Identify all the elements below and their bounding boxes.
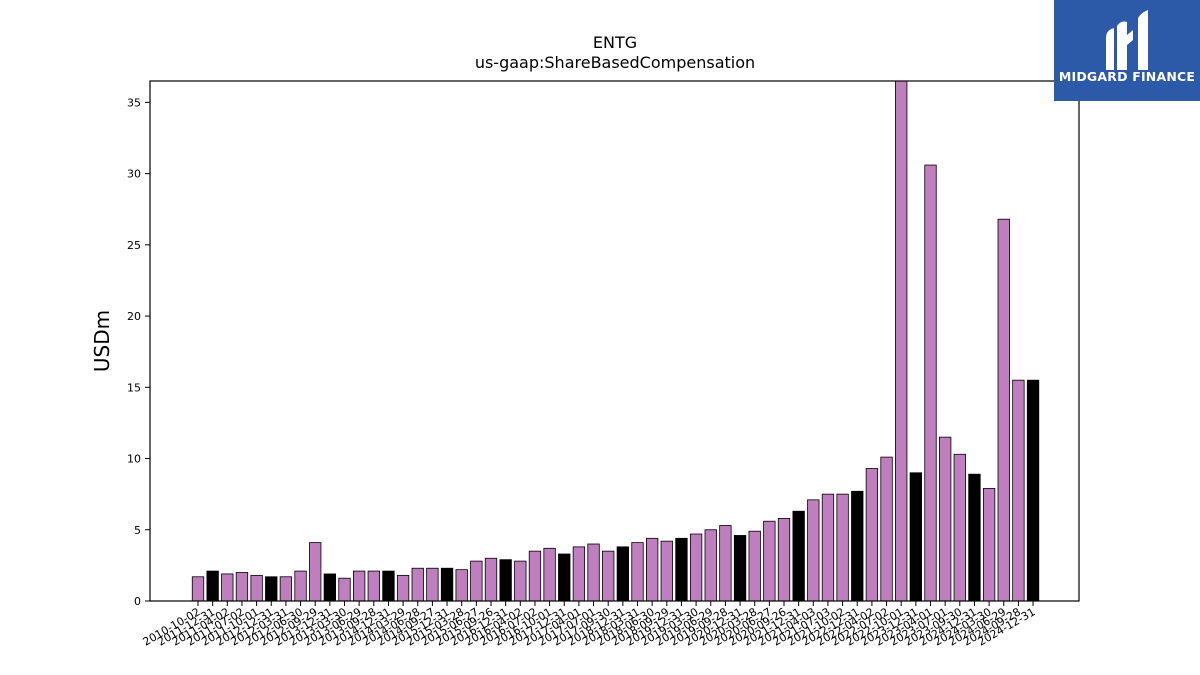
- y-tick-label-15: 15: [127, 381, 141, 394]
- bar-2010-10-02-0: [191, 576, 205, 602]
- bar-2022-10-01-48: [895, 80, 908, 602]
- bar-2018-12-31-29: [616, 546, 629, 602]
- bar-2024-12-31-57: [1026, 379, 1040, 602]
- bar-2023-07-01-51: [939, 436, 952, 602]
- bar-2013-12-31-9: [323, 573, 337, 602]
- bar-2024-09-28-56: [1012, 379, 1025, 602]
- chart-subtitle: us-gaap:ShareBasedCompensation: [475, 53, 755, 72]
- bar-2016-07-02-23: [528, 550, 542, 602]
- bar-2022-12-31-45: [851, 490, 864, 602]
- bar-2016-10-01-24: [543, 547, 556, 602]
- bar-2017-12-31-25: [558, 553, 571, 602]
- bar-2020-12-31-37: [733, 535, 747, 602]
- bar-2015-06-27-19: [470, 560, 483, 602]
- bar-2023-04-01-50: [924, 164, 937, 602]
- bar-2012-12-31-5: [265, 576, 278, 602]
- y-tick-label-5: 5: [134, 524, 141, 537]
- bar-2020-06-27-39: [763, 520, 776, 602]
- chart-title: ENTG: [593, 33, 637, 52]
- bar-2024-12-31-53: [968, 473, 981, 602]
- bar-2013-09-28-12: [367, 570, 380, 602]
- bar-2021-07-03-43: [821, 493, 835, 602]
- bar-2019-03-30-34: [689, 533, 703, 602]
- y-tick-label-35: 35: [127, 96, 141, 109]
- bar-2023-09-30-52: [953, 453, 966, 602]
- bar-2012-03-31-6: [279, 576, 293, 602]
- bars-group: [191, 80, 1040, 602]
- bar-2011-04-02-2: [221, 573, 234, 602]
- plot-frame: [149, 80, 1080, 602]
- bar-2014-03-29-14: [396, 574, 410, 602]
- bar-2020-09-26-40: [777, 517, 791, 602]
- bar-2021-10-02-44: [836, 493, 849, 602]
- midgard-finance-logo: MIDGARD FINANCE: [1054, 0, 1200, 101]
- bar-2013-03-30-10: [338, 577, 351, 602]
- bar-2012-09-29-8: [309, 542, 322, 602]
- bar-2018-09-29-32: [660, 540, 673, 602]
- bar-2017-09-30-28: [602, 550, 615, 602]
- bar-2022-07-02-47: [880, 456, 893, 602]
- y-ticks-group: 0 5 10 15 20 25 30 35: [127, 96, 150, 608]
- y-tick-label-0: 0: [134, 595, 141, 608]
- bar-2014-06-28-15: [411, 567, 424, 602]
- midgard-finance-logo-icon: [1106, 10, 1148, 70]
- bar-2021-04-03-42: [807, 499, 820, 602]
- bar-2023-12-31-49: [909, 472, 922, 602]
- y-axis-label: USDm: [90, 310, 114, 372]
- bar-2020-03-28-38: [748, 530, 761, 602]
- bar-2021-12-31-41: [792, 510, 805, 602]
- bar-2017-07-01-27: [587, 543, 600, 602]
- y-tick-label-20: 20: [127, 310, 141, 323]
- bar-2015-03-28-18: [455, 569, 468, 602]
- bar-2018-03-31-30: [631, 542, 644, 602]
- bar-2024-06-29-55: [997, 218, 1010, 602]
- bar-2011-07-02-3: [235, 572, 249, 602]
- bar-2019-12-31-33: [675, 537, 688, 602]
- bar-2017-04-01-26: [572, 546, 586, 602]
- bar-2015-09-26-20: [484, 557, 498, 602]
- bar-2011-10-01-4: [250, 574, 263, 602]
- bar-2014-09-27-16: [426, 567, 439, 602]
- bar-2015-12-31-17: [440, 567, 454, 602]
- bar-2016-04-02-22: [514, 560, 527, 602]
- bar-2016-12-31-21: [499, 559, 512, 602]
- bar-2013-06-29-11: [352, 570, 366, 602]
- bar-2019-09-28-36: [719, 525, 732, 602]
- bar-2012-06-30-7: [294, 570, 307, 602]
- x-ticks-group: 2010-10-022011-12-312011-04-022011-07-02…: [141, 601, 1038, 649]
- y-tick-label-25: 25: [127, 239, 141, 252]
- y-tick-label-30: 30: [127, 168, 141, 181]
- bar-2019-06-29-35: [704, 529, 717, 602]
- y-tick-label-10: 10: [127, 453, 141, 466]
- bar-2022-04-02-46: [865, 468, 879, 602]
- bar-2018-06-30-31: [646, 537, 659, 602]
- bar-2011-12-31-1: [206, 570, 219, 602]
- bar-2024-03-30-54: [982, 488, 996, 602]
- brand-name: MIDGARD FINANCE: [1058, 69, 1196, 84]
- bar-2014-12-31-13: [382, 570, 395, 602]
